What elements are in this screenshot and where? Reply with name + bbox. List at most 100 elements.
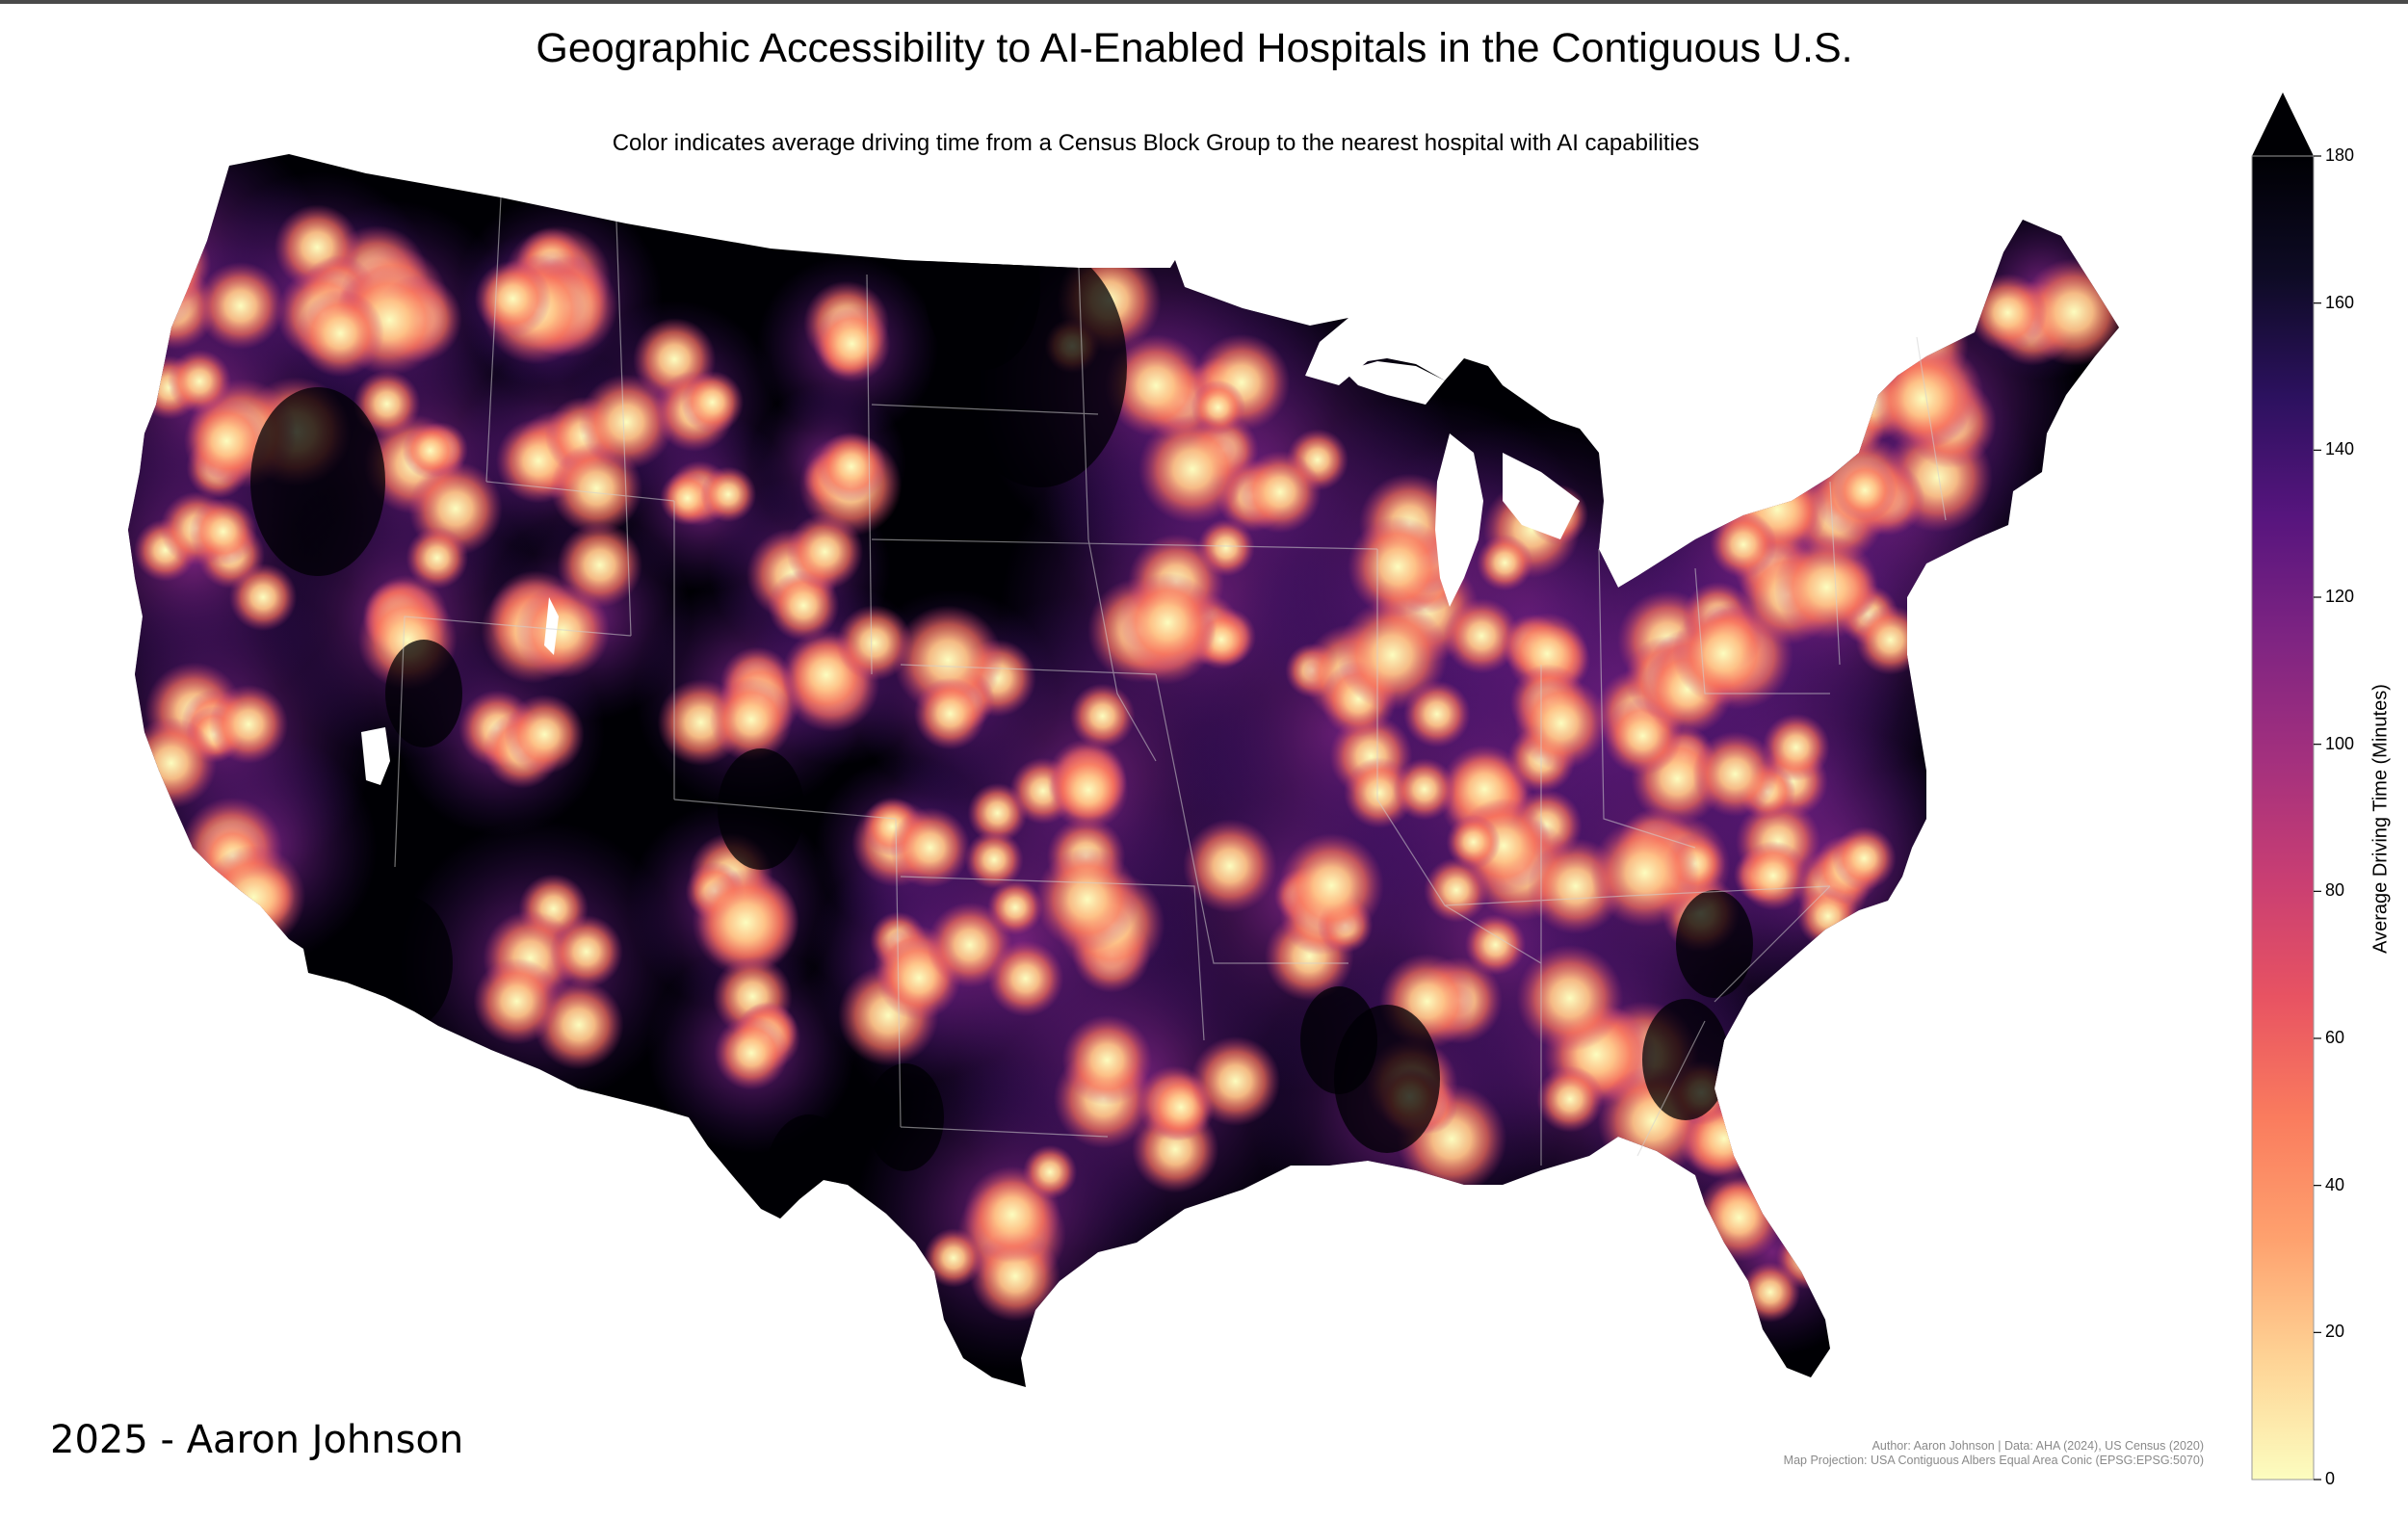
remote-regions — [250, 208, 1753, 1236]
hospital-access-spot — [128, 717, 218, 809]
legend-tick-label: 100 — [2325, 733, 2355, 753]
remote-region — [718, 748, 804, 870]
hospital-access-spot — [228, 563, 298, 632]
access-halo — [1668, 1148, 1876, 1356]
remote-region — [1676, 890, 1753, 998]
hospital-access-spot — [714, 1015, 789, 1090]
map-title: Geographic Accessibility to AI-Enabled H… — [536, 25, 1853, 71]
hospital-access-spot — [1833, 459, 1897, 522]
legend-tick-label: 40 — [2325, 1174, 2345, 1194]
credits: Author: Aaron Johnson | Data: AHA (2024)… — [1784, 1439, 2204, 1468]
hospital-access-spot — [700, 466, 757, 523]
state-border-line — [1598, 548, 1696, 849]
hospital-access-spot — [549, 915, 623, 988]
state-border-line — [900, 876, 1205, 1041]
legend-tick-label: 120 — [2325, 587, 2355, 606]
great-salt-lake — [544, 597, 559, 655]
state-border-line — [1131, 543, 1378, 550]
hospital-access-spot — [1477, 534, 1533, 591]
hospital-access-spot — [692, 868, 799, 977]
hospital-access-spot — [1774, 535, 1879, 640]
map-subtitle: Color indicates average driving time fro… — [612, 130, 1700, 156]
legend-extend-arrow — [2252, 92, 2314, 156]
state-border-line — [1694, 567, 1830, 694]
hospital-access-spot — [1183, 819, 1277, 913]
hospital-access-spot — [1191, 1035, 1281, 1127]
state-border-line — [485, 197, 502, 483]
state-border-line — [1078, 267, 1089, 540]
hospital-access-spot — [1514, 676, 1608, 771]
hospital-access-spot — [1968, 273, 2048, 353]
hospital-access-spot — [816, 432, 887, 502]
hospital-access-spot — [128, 233, 202, 333]
legend-tick-label: 20 — [2325, 1322, 2345, 1342]
remote-region — [766, 1114, 852, 1236]
hospital-access-spot — [557, 522, 643, 608]
hospital-access-spot — [473, 957, 561, 1045]
hospital-access-spot — [1348, 516, 1449, 617]
state-border-line — [1627, 885, 1831, 897]
hospital-access-spot — [196, 261, 285, 351]
hospital-access-spot — [406, 526, 469, 590]
remote-region — [250, 387, 385, 576]
hospital-access-spot — [1105, 334, 1208, 437]
hospital-access-spot — [1061, 1014, 1153, 1106]
state-border-line — [900, 664, 1157, 675]
hospital-access-spot — [209, 684, 289, 765]
hospital-access-spot — [1871, 347, 1975, 451]
remote-region — [356, 896, 453, 1031]
hospital-access-spot — [680, 371, 745, 434]
legend-colorbar — [2251, 92, 2321, 1481]
hospital-access-spot — [201, 845, 306, 950]
legend-ticks — [2314, 155, 2321, 1481]
legend-tick-label: 0 — [2325, 1469, 2336, 1488]
state-border-line — [673, 799, 897, 820]
hospital-access-spot — [1278, 832, 1384, 938]
hospital-access-spot — [1069, 683, 1136, 749]
hospital-access-spot — [1393, 758, 1456, 821]
remote-region — [867, 1063, 944, 1171]
state-border-line — [871, 404, 1099, 415]
hospital-access-spot — [1694, 1173, 1784, 1262]
hospital-access-spot — [1464, 914, 1527, 976]
hospital-access-spot — [128, 223, 212, 306]
legend-gradient — [2251, 155, 2315, 1481]
hospital-access-spot — [893, 605, 1004, 716]
state-border-line — [1636, 1020, 1706, 1157]
hospital-access-spot — [296, 289, 384, 378]
hospital-access-spot — [813, 304, 891, 382]
hospital-access-spot — [189, 497, 257, 565]
hospital-access-spot — [1516, 944, 1624, 1052]
hospital-access-spot — [1832, 826, 1897, 891]
hospital-access-spot — [515, 584, 611, 679]
hospital-access-spot — [964, 830, 1024, 889]
state-border-line — [866, 274, 873, 675]
hospital-access-spot — [1337, 599, 1449, 711]
hospital-access-spot — [987, 940, 1064, 1017]
hospital-access-spot — [168, 349, 232, 413]
state-border-line — [1829, 481, 1841, 666]
state-border-line — [394, 616, 632, 868]
credits-projection: Map Projection: USA Contiguous Albers Eq… — [1783, 1454, 2204, 1467]
hospital-access-spot — [1446, 814, 1501, 870]
hospital-access-spot — [1138, 414, 1247, 524]
state-border-line — [1916, 336, 1947, 521]
legend-tick-label: 180 — [2325, 145, 2355, 165]
legend-tick-label: 160 — [2325, 292, 2355, 312]
state-border-line — [900, 1126, 1109, 1138]
hospital-access-spot — [1118, 572, 1217, 672]
hospital-access-spot — [709, 677, 794, 762]
hospital-access-spot — [1710, 511, 1777, 579]
color-legend: 180 160 140 120 100 80 60 40 20 0 — [2244, 87, 2398, 1493]
hospital-access-spot — [1536, 1065, 1604, 1133]
credits-author: Author: Aaron Johnson | Data: AHA (2024)… — [1871, 1439, 2204, 1453]
hospital-access-spot — [924, 1228, 983, 1288]
state-border-line — [1714, 885, 1831, 1003]
hospital-access-spot — [402, 422, 458, 479]
signature: 2025 - Aaron Johnson — [50, 1418, 464, 1462]
hospital-access-spot — [578, 374, 674, 470]
hospital-access-spot — [1443, 597, 1520, 674]
hospital-access-spot — [504, 694, 585, 774]
hospital-access-spot — [1590, 818, 1700, 928]
